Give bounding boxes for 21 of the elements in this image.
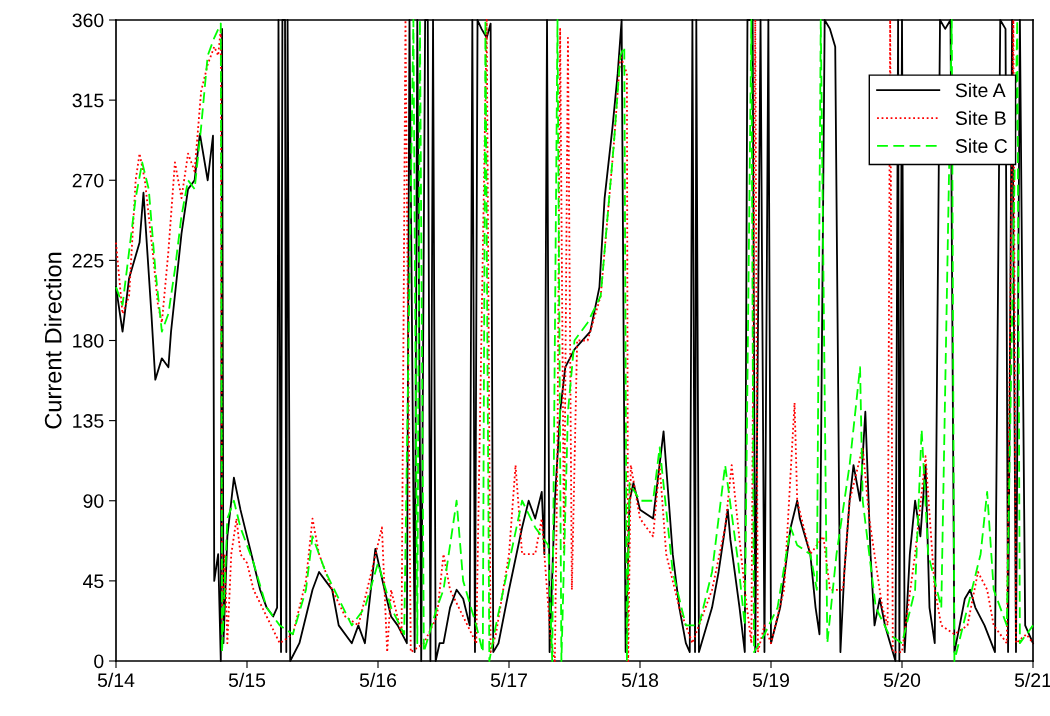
y-tick-label: 225 [72, 253, 104, 268]
y-tick-label: 270 [72, 173, 104, 188]
y-tick-label: 45 [83, 574, 104, 589]
y-tick-label: 315 [72, 93, 104, 108]
x-tick-label: 5/17 [490, 672, 527, 688]
y-tick-label: 360 [72, 13, 104, 28]
y-tick-label: 135 [73, 414, 104, 428]
y-tick-label: 0 [94, 654, 104, 669]
x-tick-label: 5/20 [883, 672, 921, 688]
x-tick-label: 5/16 [359, 672, 397, 688]
y-axis-title: Current Direction [44, 252, 62, 429]
y-tick-label: 90 [83, 494, 104, 508]
x-tick-label: 5/14 [97, 672, 135, 688]
legend-label: Site A [955, 82, 1006, 98]
legend-label: Site C [955, 138, 1008, 153]
x-tick-label: 5/15 [228, 672, 266, 688]
x-tick-label: 5/19 [752, 672, 789, 688]
x-tick-label: 5/21 [1014, 672, 1050, 688]
x-tick-label: 5/18 [621, 672, 659, 688]
legend-label: Site B [955, 110, 1006, 126]
y-tick-label: 180 [73, 333, 104, 348]
